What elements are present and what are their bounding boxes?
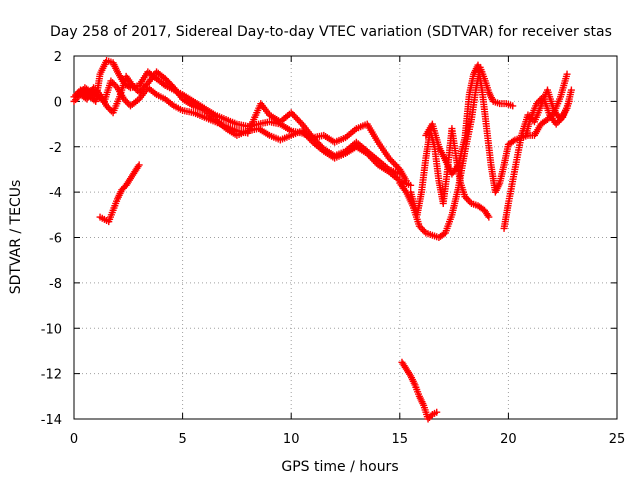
data-point [310, 135, 318, 143]
data-point [419, 226, 427, 234]
data-point [485, 213, 493, 221]
data-points [70, 57, 575, 423]
x-axis-label: GPS time / hours [281, 459, 398, 475]
data-point [106, 105, 114, 113]
y-axis-ticks: 2 0 -2 -4 -6 -8 -10 -12 -14 [41, 50, 62, 428]
data-point [509, 137, 517, 145]
y-tick-label: -12 [41, 368, 62, 383]
data-point [388, 157, 396, 165]
data-point [407, 181, 415, 189]
data-point [295, 117, 303, 125]
y-tick-label: -2 [49, 141, 62, 156]
x-tick-label: 25 [609, 432, 626, 447]
data-point [290, 112, 298, 120]
data-point [433, 408, 441, 416]
y-tick-label: 0 [54, 95, 62, 110]
series-late-e [522, 93, 573, 139]
series-early-dip [96, 161, 143, 226]
data-point [427, 412, 435, 420]
data-point [292, 114, 300, 122]
data-point [385, 154, 393, 162]
y-tick-label: -6 [49, 232, 62, 247]
data-point [293, 115, 301, 123]
series-low-drop [398, 358, 441, 423]
data-point [314, 139, 322, 147]
data-point [110, 80, 118, 88]
axis-ticks [73, 55, 618, 420]
y-tick-label: -10 [41, 322, 62, 337]
y-tick-label: -8 [49, 277, 62, 292]
x-tick-label: 15 [392, 432, 409, 447]
data-point [287, 109, 295, 117]
x-tick-label: 5 [178, 432, 186, 447]
y-tick-label: -4 [49, 186, 62, 201]
data-point [396, 170, 404, 178]
data-point [315, 140, 323, 148]
x-tick-label: 20 [500, 432, 517, 447]
x-tick-label: 0 [70, 432, 78, 447]
data-point [563, 70, 571, 78]
series-late-b [407, 125, 493, 221]
y-tick-label: -14 [41, 413, 62, 428]
data-point [464, 196, 472, 204]
data-point [567, 86, 575, 94]
series-track-a [70, 57, 410, 185]
series-late-c [422, 61, 571, 196]
data-point [135, 161, 143, 169]
data-point [317, 142, 325, 150]
chart-title: Day 258 of 2017, Sidereal Day-to-day VTE… [50, 24, 612, 40]
data-point [391, 161, 399, 169]
data-point [565, 97, 573, 105]
data-point [386, 156, 394, 164]
data-point [509, 102, 517, 110]
data-point [393, 162, 401, 170]
series-track-c [74, 77, 404, 178]
data-point [70, 97, 78, 105]
x-axis-ticks: 0 5 10 15 20 25 [70, 432, 625, 447]
data-point [309, 134, 317, 142]
y-axis-label: SDTVAR / TECUs [8, 180, 24, 295]
y-tick-label: 2 [54, 50, 62, 65]
data-point [297, 118, 305, 126]
data-point [390, 159, 398, 167]
x-tick-label: 10 [283, 432, 300, 447]
data-point [289, 110, 297, 118]
data-point [312, 137, 320, 145]
